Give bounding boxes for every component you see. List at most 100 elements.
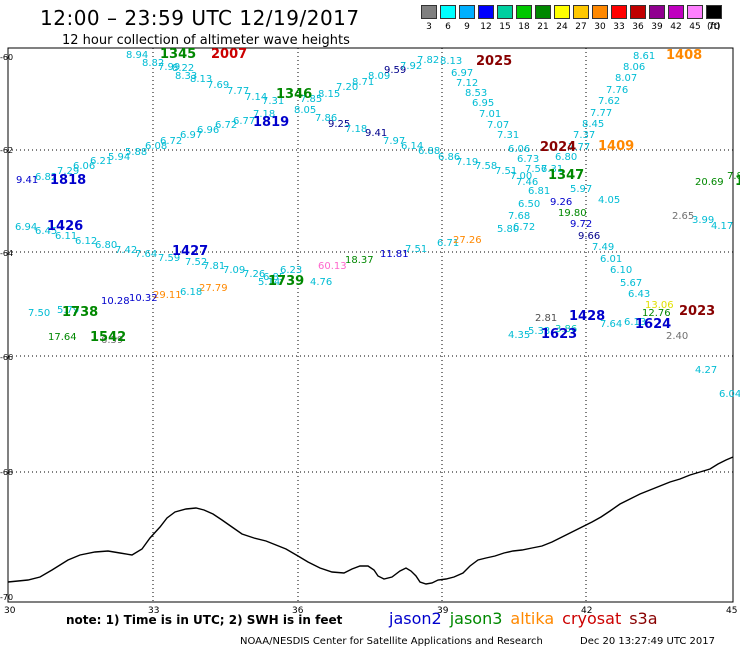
swh-value: 4.27 (695, 365, 718, 376)
legend-swatch (535, 5, 551, 19)
legend-label: 42 (670, 22, 682, 32)
legend-swatch (630, 5, 646, 19)
swh-value: 7.51 (405, 244, 428, 255)
swh-value: 7.01 (479, 109, 502, 120)
swh-value: 6.88 (418, 146, 441, 157)
swh-value: 6.06 (508, 144, 531, 155)
swh-value: 8.45 (582, 119, 605, 130)
pass-time-label: 1819 (253, 115, 290, 130)
swh-value: 6.95 (472, 98, 495, 109)
swh-value: 6.80 (95, 240, 118, 251)
swh-value: 6.12 (75, 236, 98, 247)
swh-value: 7.58 (475, 161, 498, 172)
pass-time-label: 1345 (160, 47, 197, 62)
legend-unit: (ft) (707, 22, 721, 32)
swh-value: 7.52 (185, 257, 208, 268)
satellite-legend-item: altika (510, 609, 555, 628)
swh-value: 5.14 (258, 277, 281, 288)
generated-timestamp: Dec 20 13:27:49 UTC 2017 (580, 636, 715, 647)
swh-value: 7.20 (336, 82, 359, 93)
swh-value: 8.22 (172, 63, 195, 74)
swh-value: 6.96 (197, 125, 220, 136)
swh-value: 60.13 (318, 261, 347, 272)
swh-value: 7.46 (516, 177, 539, 188)
lon-label: 30 (4, 606, 16, 616)
swh-value: 11.81 (380, 249, 409, 260)
swh-value: 9.26 (550, 197, 573, 208)
swh-value: 6.71 (437, 238, 460, 249)
swh-value: 7.31 (541, 164, 564, 175)
legend-swatch (497, 5, 513, 19)
swh-value: 5.79 (57, 305, 80, 316)
swh-value: 27.26 (453, 235, 482, 246)
swh-value: 7.29 (57, 166, 80, 177)
swh-value: 2.81 (535, 313, 558, 324)
legend-label: 70 (708, 22, 720, 32)
swh-value: 7.97 (383, 136, 406, 147)
swh-value: 6.06 (73, 161, 96, 172)
swh-value: 6.85 (263, 272, 286, 283)
legend-label: 12 (480, 22, 492, 32)
swh-value: 7.31 (497, 130, 520, 141)
swh-value: 8.09 (368, 71, 391, 82)
pass-time-label: 1623 (541, 327, 578, 342)
legend-label: 3 (426, 22, 432, 32)
swh-value: 9.41 (16, 175, 39, 186)
swh-value: 7.37 (573, 130, 596, 141)
swh-value: 5.88 (125, 147, 148, 158)
swh-value: 7.82 (417, 55, 440, 66)
swh-value: 7.59 (158, 253, 181, 264)
pass-time-label: 2025 (476, 54, 513, 69)
legend-label: 45 (689, 22, 701, 32)
swh-value: 7.77 (227, 86, 250, 97)
pass-time-label: 1408 (666, 48, 703, 63)
pass-time-label: 2023 (679, 304, 716, 319)
legend-swatch (459, 5, 475, 19)
swh-value: 6.14 (401, 141, 424, 152)
swh-value: 5.94 (108, 152, 131, 163)
legend-swatch (440, 5, 456, 19)
swh-value: 6.77 (233, 116, 256, 127)
pass-time-label: 1 (735, 174, 740, 189)
swh-value: 6.97 (451, 68, 474, 79)
swh-value: 6.97 (180, 130, 203, 141)
swh-value: 6.18 (180, 287, 203, 298)
swh-value: 6.10 (610, 265, 633, 276)
lat-label: -64 (0, 249, 14, 258)
legend-label: 36 (632, 22, 644, 32)
legend-label: 39 (651, 22, 663, 32)
swh-value: 7.56 (525, 164, 548, 175)
swh-value: 6.94 (15, 222, 38, 233)
swh-value: 4.76 (310, 277, 333, 288)
swh-value: 6.59 (101, 335, 124, 346)
grid-lines (8, 48, 733, 602)
pass-time-label: 1347 (548, 168, 585, 183)
legend-label: 24 (556, 22, 568, 32)
lat-label: -70 (0, 593, 14, 602)
satellite-legend-item: cryosat (562, 609, 622, 628)
swh-value: 7.12 (456, 78, 479, 89)
legend-swatch (421, 5, 437, 19)
swh-value: 8.05 (294, 105, 317, 116)
legend-swatch (592, 5, 608, 19)
swh-value: 6.04 (719, 389, 740, 400)
swh-value: 8.61 (633, 51, 656, 62)
lon-label: 33 (148, 606, 160, 616)
legend-label: 27 (575, 22, 587, 32)
swh-value: 8.33 (175, 71, 198, 82)
swh-value: 8.13 (440, 56, 463, 67)
swh-value: 8.07 (615, 73, 638, 84)
satellite-legend-item: jason3 (449, 609, 503, 628)
swh-value: 2.40 (666, 331, 689, 342)
swh-value: 8.06 (623, 62, 646, 73)
legend-swatch (611, 5, 627, 19)
legend-swatch (478, 5, 494, 19)
swh-value: 6.43 (628, 289, 651, 300)
swh-value: 6.73 (517, 154, 540, 165)
swh-value: 12.76 (642, 308, 671, 319)
pass-time-label: 1346 (276, 87, 313, 102)
swh-value: 7.18 (345, 124, 368, 135)
swh-value: 7.19 (456, 157, 479, 168)
swh-value: 4.05 (598, 195, 621, 206)
